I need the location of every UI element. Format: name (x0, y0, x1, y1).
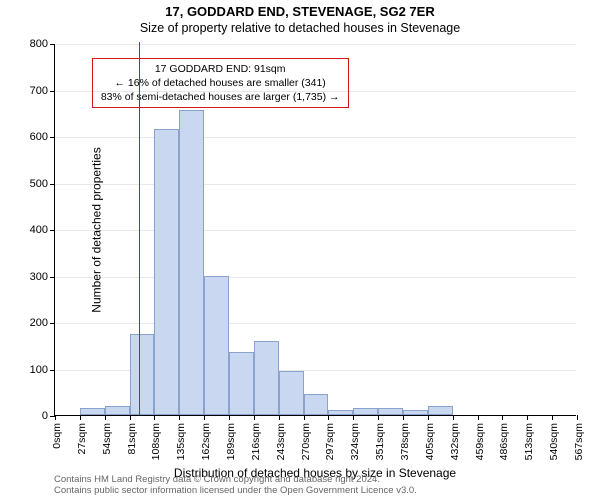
annotation-line3: 83% of semi-detached houses are larger (… (101, 90, 340, 104)
annotation-line1: 17 GODDARD END: 91sqm (101, 62, 340, 76)
x-tick-label: 378sqm (399, 423, 411, 460)
x-tick (179, 415, 180, 420)
y-tick-label: 400 (30, 224, 55, 236)
x-tick (453, 415, 454, 420)
histogram-bar (130, 334, 155, 415)
annotation-box: 17 GODDARD END: 91sqm ← 16% of detached … (92, 58, 349, 109)
x-tick-label: 243sqm (275, 423, 287, 460)
plot-wrap: 17 GODDARD END: 91sqm ← 16% of detached … (54, 44, 576, 416)
annotation-line2: ← 16% of detached houses are smaller (34… (101, 76, 340, 90)
gridline (55, 137, 576, 138)
x-tick (527, 415, 528, 420)
y-tick-label: 100 (30, 364, 55, 376)
gridline (55, 44, 576, 45)
histogram-bar (403, 410, 428, 415)
histogram-bar (279, 371, 304, 415)
histogram-bar (179, 110, 204, 415)
x-tick (304, 415, 305, 420)
gridline (55, 230, 576, 231)
histogram-bar (304, 394, 329, 415)
x-tick-label: 486sqm (498, 423, 510, 460)
gridline (55, 184, 576, 185)
x-tick-label: 216sqm (250, 423, 262, 460)
x-tick-label: 0sqm (51, 423, 63, 449)
y-tick-label: 800 (30, 38, 55, 50)
x-tick-label: 162sqm (200, 423, 212, 460)
x-tick (403, 415, 404, 420)
x-tick-label: 405sqm (424, 423, 436, 460)
y-tick-label: 0 (42, 410, 55, 422)
marker-line (139, 42, 140, 415)
x-tick-label: 54sqm (101, 423, 113, 455)
x-tick-label: 540sqm (548, 423, 560, 460)
x-tick (279, 415, 280, 420)
histogram-bar (80, 408, 105, 415)
x-tick (130, 415, 131, 420)
histogram-bar (328, 410, 353, 415)
x-tick-label: 189sqm (225, 423, 237, 460)
x-tick-label: 297sqm (324, 423, 336, 460)
chart-title-block: 17, GODDARD END, STEVENAGE, SG2 7ER Size… (0, 0, 600, 35)
y-tick-label: 500 (30, 178, 55, 190)
x-tick (154, 415, 155, 420)
y-tick-label: 300 (30, 271, 55, 283)
attribution-line1: Contains HM Land Registry data © Crown c… (54, 474, 417, 485)
x-tick-label: 108sqm (150, 423, 162, 460)
x-tick-label: 432sqm (449, 423, 461, 460)
x-tick-label: 81sqm (126, 423, 138, 455)
histogram-bar (154, 129, 179, 415)
histogram-bar (378, 408, 403, 415)
chart-title: 17, GODDARD END, STEVENAGE, SG2 7ER (0, 4, 600, 19)
x-tick (577, 415, 578, 420)
x-tick (55, 415, 56, 420)
plot-area: 17 GODDARD END: 91sqm ← 16% of detached … (54, 44, 576, 416)
x-tick-label: 459sqm (474, 423, 486, 460)
x-tick (378, 415, 379, 420)
gridline (55, 91, 576, 92)
y-tick-label: 700 (30, 85, 55, 97)
histogram-bar (254, 341, 279, 415)
x-tick (478, 415, 479, 420)
x-tick-label: 135sqm (175, 423, 187, 460)
histogram-bar (204, 276, 229, 416)
x-tick-label: 567sqm (573, 423, 585, 460)
x-tick (552, 415, 553, 420)
x-tick-label: 351sqm (374, 423, 386, 460)
histogram-bar (428, 406, 453, 415)
histogram-bar (229, 352, 254, 415)
attribution-line2: Contains public sector information licen… (54, 485, 417, 496)
x-tick (428, 415, 429, 420)
histogram-bar (105, 406, 130, 415)
y-tick-label: 600 (30, 131, 55, 143)
x-tick (328, 415, 329, 420)
x-tick (353, 415, 354, 420)
x-tick (80, 415, 81, 420)
x-tick (204, 415, 205, 420)
histogram-bar (353, 408, 378, 415)
y-tick-label: 200 (30, 317, 55, 329)
x-tick-label: 270sqm (300, 423, 312, 460)
y-axis-label: Number of detached properties (90, 147, 104, 312)
attribution: Contains HM Land Registry data © Crown c… (54, 474, 417, 496)
x-tick (502, 415, 503, 420)
gridline (55, 277, 576, 278)
gridline (55, 323, 576, 324)
x-tick (105, 415, 106, 420)
x-tick-label: 513sqm (523, 423, 535, 460)
chart-subtitle: Size of property relative to detached ho… (0, 21, 600, 35)
x-tick-label: 324sqm (349, 423, 361, 460)
x-tick (254, 415, 255, 420)
x-tick (229, 415, 230, 420)
x-tick-label: 27sqm (76, 423, 88, 455)
